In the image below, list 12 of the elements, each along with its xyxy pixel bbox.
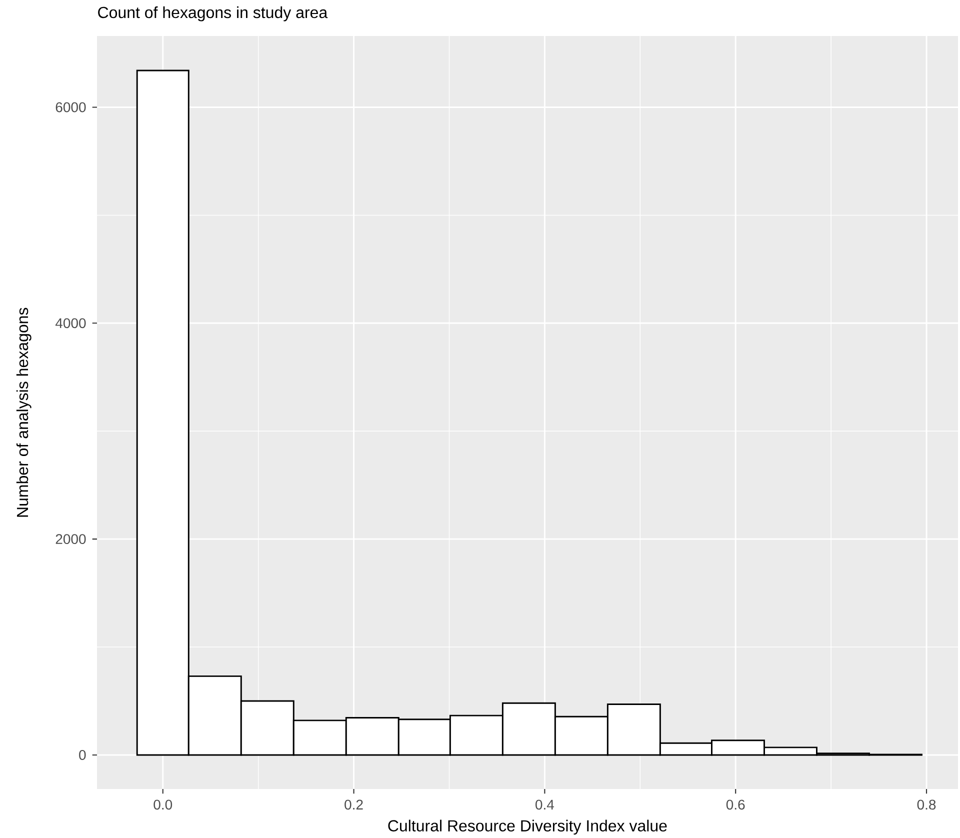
x-tick-label: 0.0	[154, 800, 172, 810]
y-tick-label: 4000	[55, 318, 86, 328]
y-tick-label: 2000	[56, 534, 86, 544]
y-tick-label: 0	[79, 750, 86, 760]
chart-title: Count of hexagons in study area	[98, 6, 328, 22]
x-tick-label: 0.6	[726, 800, 745, 810]
x-axis-title: Cultural Resource Diversity Index value	[388, 820, 667, 835]
y-axis-title: Number of analysis hexagons	[16, 308, 32, 517]
x-tick-label: 0.2	[344, 800, 363, 810]
y-tick-label: 6000	[56, 102, 86, 112]
x-tick-label: 0.4	[536, 800, 554, 810]
x-tick-label: 0.8	[917, 800, 936, 810]
